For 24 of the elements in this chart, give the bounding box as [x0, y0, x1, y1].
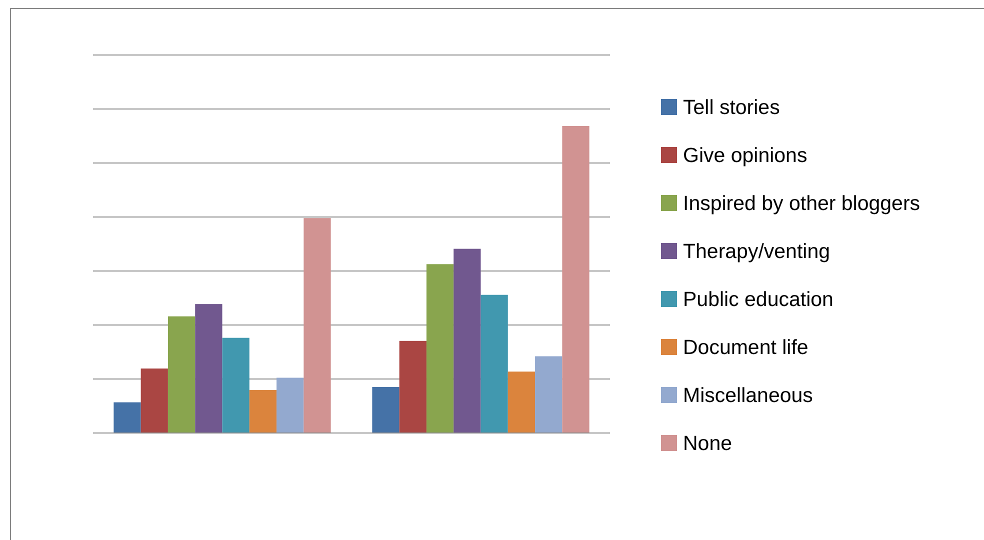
- bar: [535, 356, 562, 433]
- bar: [222, 338, 250, 433]
- bar: [195, 304, 222, 433]
- bar: [454, 248, 481, 433]
- legend-label: Document life: [683, 336, 808, 359]
- legend-label: Public education: [683, 288, 834, 311]
- legend-label: Tell stories: [683, 96, 780, 119]
- bar: [304, 218, 331, 433]
- bar: [508, 372, 536, 433]
- bar: [276, 378, 304, 433]
- legend-label: Inspired by other bloggers: [683, 192, 920, 215]
- legend-label: Miscellaneous: [683, 384, 813, 407]
- bar: [562, 126, 590, 433]
- bar: [399, 340, 426, 433]
- legend-label: None: [683, 432, 732, 455]
- bar: [480, 294, 508, 433]
- legend-label: Therapy/venting: [683, 240, 830, 263]
- bar: [168, 316, 196, 433]
- bar: [114, 402, 141, 433]
- bar: [426, 264, 454, 433]
- bar: [140, 368, 168, 433]
- bar: [372, 386, 400, 433]
- legend-label: Give opinions: [683, 144, 808, 167]
- bar: [249, 390, 277, 433]
